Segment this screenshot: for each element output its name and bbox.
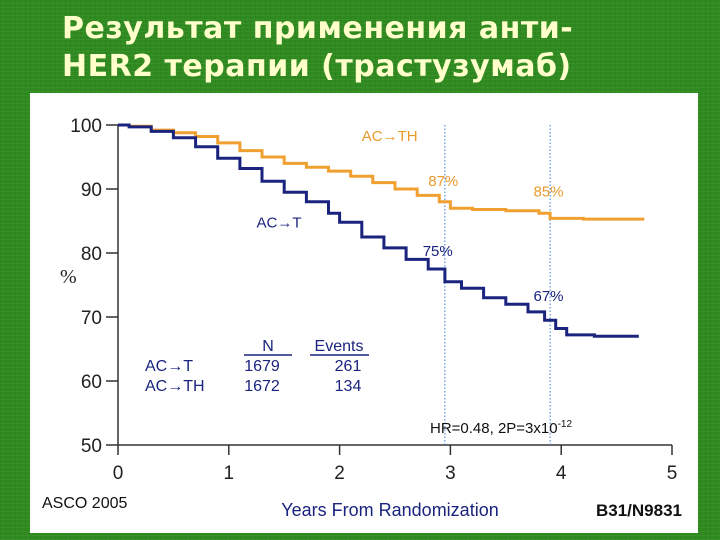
annotation-label: 85% (534, 184, 564, 201)
table-header-n: N (262, 338, 274, 355)
slide-title-line1: Результат применения анти- (62, 11, 574, 46)
x-tick-label: 0 (113, 463, 124, 484)
table-row-events-ac-th: 134 (335, 378, 362, 395)
table-row-n-ac-t: 1679 (244, 358, 280, 375)
annotations-group: AC→TH 87% 85% AC→T 75% 67% (257, 128, 564, 305)
x-tick-label: 5 (667, 463, 678, 484)
y-tick-label: 80 (81, 244, 102, 265)
x-tick-label: 3 (445, 463, 456, 484)
table-row-label-ac-th: AC→TH (145, 378, 205, 395)
x-tick-label: 4 (556, 463, 567, 484)
table-row-n-ac-th: 1672 (244, 378, 280, 395)
footer-source: ASCO 2005 (42, 495, 127, 512)
annotation-label: 87% (428, 173, 458, 190)
km-survival-chart: 50 60 70 80 90 100 0 1 2 3 4 5 AC→TH 87% 85% AC→T 75% 67… (42, 116, 682, 520)
guide-lines-group (444, 125, 551, 445)
slide-title-line2: HER2 терапии (трастузумаб) (62, 49, 572, 84)
series-group (118, 123, 645, 338)
y-axis-label: % (60, 266, 77, 288)
axes-group: 50 60 70 80 90 100 0 1 2 3 4 5 (70, 116, 677, 484)
y-tick-label: 60 (81, 372, 102, 393)
annotation-label: 75% (423, 243, 453, 260)
table-row-events-ac-t: 261 (335, 358, 362, 375)
table-row-label-ac-t: AC→T (145, 358, 193, 375)
y-tick-label: 50 (81, 436, 102, 457)
series-line (118, 123, 639, 338)
annotation-label: 67% (534, 288, 564, 305)
hazard-ratio-text: HR=0.48, 2P=3x10-12 (430, 419, 572, 437)
series-line (118, 123, 645, 221)
x-tick-label: 2 (334, 463, 345, 484)
table-header-events: Events (315, 338, 364, 355)
y-tick-label: 100 (70, 116, 102, 137)
y-tick-label: 90 (81, 180, 102, 201)
annotation-label: AC→T (257, 214, 302, 231)
annotation-label: AC→TH (362, 128, 418, 145)
footer-study-id: B31/N9831 (596, 501, 682, 520)
hazard-ratio-exponent: -12 (558, 419, 573, 430)
hazard-ratio-base: HR=0.48, 2P=3x10 (430, 420, 558, 437)
y-tick-label: 70 (81, 308, 102, 329)
slide-title: Результат применения анти- HER2 терапии … (62, 10, 702, 86)
x-axis-label: Years From Randomization (281, 500, 498, 520)
chart-panel: 50 60 70 80 90 100 0 1 2 3 4 5 AC→TH 87% 85% AC→T 75% 67… (30, 93, 698, 533)
x-tick-label: 1 (224, 463, 235, 484)
